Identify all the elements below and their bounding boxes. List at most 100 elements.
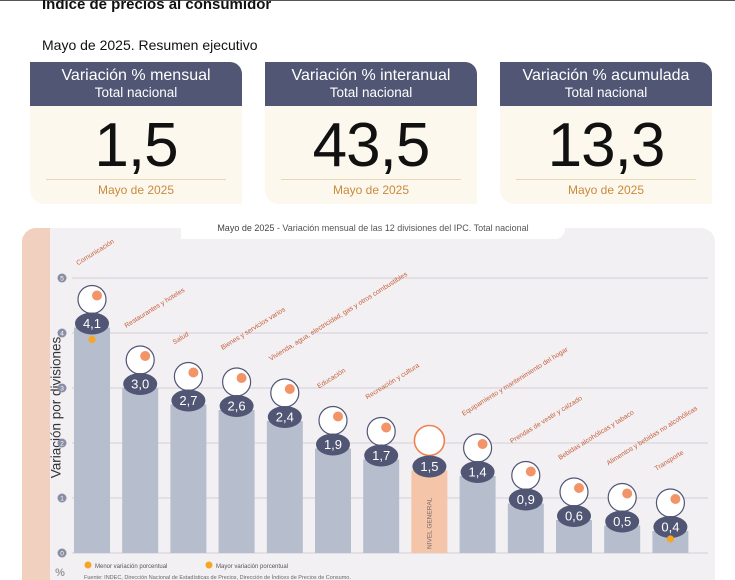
card-value: 13,3 xyxy=(547,111,666,180)
y-tick-dot xyxy=(57,493,67,503)
category-label: Comunicación xyxy=(75,238,115,267)
card-label: Variación % interanual xyxy=(291,67,451,84)
phone-icon xyxy=(77,284,107,315)
card-divider xyxy=(281,179,461,180)
chart-title: Mayo de 2025 - Variación mensual de las … xyxy=(181,219,565,239)
value-bubble xyxy=(123,373,158,395)
value-label: 1,7 xyxy=(372,448,390,463)
value-bubble xyxy=(316,433,350,456)
cutlery-icon xyxy=(125,345,155,375)
bar xyxy=(122,388,159,553)
y-tick-label: 2 xyxy=(60,441,64,448)
value-label: 1,5 xyxy=(420,459,438,474)
value-bubble xyxy=(219,395,254,417)
card-date: Mayo de 2025 xyxy=(332,183,410,197)
value-label: 2,6 xyxy=(228,399,246,414)
bottle-icon xyxy=(559,477,589,507)
page-title: Índice de precios al consumidor xyxy=(42,0,272,13)
value-label: 0,9 xyxy=(517,492,535,507)
card-header: Variación % interanual Total nacional xyxy=(265,62,477,106)
y-tick-dot xyxy=(57,383,67,393)
card-sublabel: Total nacional xyxy=(94,85,178,100)
card-label: Variación % acumulada xyxy=(522,67,690,84)
card-header: Variación % mensual Total nacional xyxy=(30,62,242,106)
max-marker xyxy=(88,335,96,344)
icon-accent xyxy=(92,290,102,301)
card-monthly: Variación % mensual Total nacional 1,5 M… xyxy=(30,62,242,204)
icon-accent xyxy=(284,384,295,394)
bus-icon xyxy=(655,488,686,518)
y-tick-label: 0 xyxy=(60,551,64,558)
category-label: Transporte xyxy=(654,449,686,472)
y-tick-label: 5 xyxy=(60,276,64,283)
value-bubble xyxy=(364,444,399,467)
y-axis-unit: % xyxy=(55,567,65,579)
category-label: Bienes y servicios varios xyxy=(220,306,287,352)
value-label: 0,6 xyxy=(565,509,583,524)
bar xyxy=(266,421,303,553)
value-label: 1,9 xyxy=(324,437,342,452)
card-sublabel: Total nacional xyxy=(564,85,648,100)
card-accumulated: Variación % acumulada Total nacional 13,… xyxy=(500,62,712,204)
category-label: Educación xyxy=(316,367,347,390)
card-sublabel: Total nacional xyxy=(329,85,413,100)
value-bubble xyxy=(171,389,206,412)
y-tick-label: 3 xyxy=(60,386,64,393)
value-bubble xyxy=(557,505,591,527)
card-body: 13,3 Mayo de 2025 xyxy=(500,106,712,204)
grocery-bag-icon xyxy=(607,482,637,513)
bar xyxy=(74,327,110,553)
y-tick-dot xyxy=(57,438,67,448)
legend-min-label: Menor variación porcentual xyxy=(95,564,167,570)
icon-accent xyxy=(140,351,151,361)
card-interannual: Variación % interanual Total nacional 43… xyxy=(265,62,477,204)
legend-max-label: Mayor variación porcentual xyxy=(216,564,288,570)
category-label: NIVEL GENERAL xyxy=(426,497,433,549)
y-tick-dot xyxy=(57,273,67,283)
card-header: Variación % acumulada Total nacional xyxy=(500,62,712,106)
value-label: 0,4 xyxy=(661,520,679,535)
icon-accent xyxy=(236,373,247,383)
category-label: Vivienda, agua, electricidad, gas y otro… xyxy=(268,271,409,363)
card-value: 43,5 xyxy=(312,111,431,180)
value-bubble xyxy=(508,488,543,511)
category-label: Prendas de vestir y calzado xyxy=(509,395,584,445)
chart-title-date: Mayo de 2025 xyxy=(217,223,275,233)
value-label: 4,1 xyxy=(83,316,101,331)
card-divider xyxy=(516,179,696,180)
top-rule xyxy=(0,0,735,1)
bar xyxy=(411,470,448,553)
icon-accent xyxy=(525,466,536,477)
card-date: Mayo de 2025 xyxy=(567,183,645,197)
chart-title-text: - Variación mensual de las 12 divisiones… xyxy=(274,223,529,233)
icon-accent xyxy=(574,483,584,493)
general-level-icon xyxy=(413,424,446,457)
value-label: 1,4 xyxy=(469,465,487,480)
card-date: Mayo de 2025 xyxy=(97,183,175,197)
legend-min-dot xyxy=(84,561,92,569)
bar xyxy=(218,410,255,553)
bar xyxy=(363,459,400,553)
bar xyxy=(507,503,544,553)
card-body: 43,5 Mayo de 2025 xyxy=(265,106,477,204)
min-marker xyxy=(666,535,675,543)
value-label: 3,0 xyxy=(131,377,149,392)
card-body: 1,5 Mayo de 2025 xyxy=(30,106,242,204)
value-bubble xyxy=(412,455,447,478)
value-bubble xyxy=(267,406,302,428)
card-divider xyxy=(46,179,226,180)
icon-accent xyxy=(381,422,392,433)
page-subtitle: Mayo de 2025. Resumen ejecutivo xyxy=(42,37,258,53)
lightbulb-icon xyxy=(270,378,300,408)
value-label: 2,4 xyxy=(276,410,294,425)
hairdryer-icon xyxy=(222,367,252,397)
value-label: 2,7 xyxy=(179,393,197,408)
card-value: 1,5 xyxy=(94,111,178,180)
notebook-icon xyxy=(318,405,348,436)
toolbox-icon xyxy=(463,433,493,463)
y-tick-dot xyxy=(57,328,67,338)
icon-accent xyxy=(477,439,488,449)
y-tick-dot xyxy=(57,548,67,558)
card-label: Variación % mensual xyxy=(61,67,211,84)
source-note: Fuente: INDEC, Dirección Nacional de Est… xyxy=(84,574,351,580)
